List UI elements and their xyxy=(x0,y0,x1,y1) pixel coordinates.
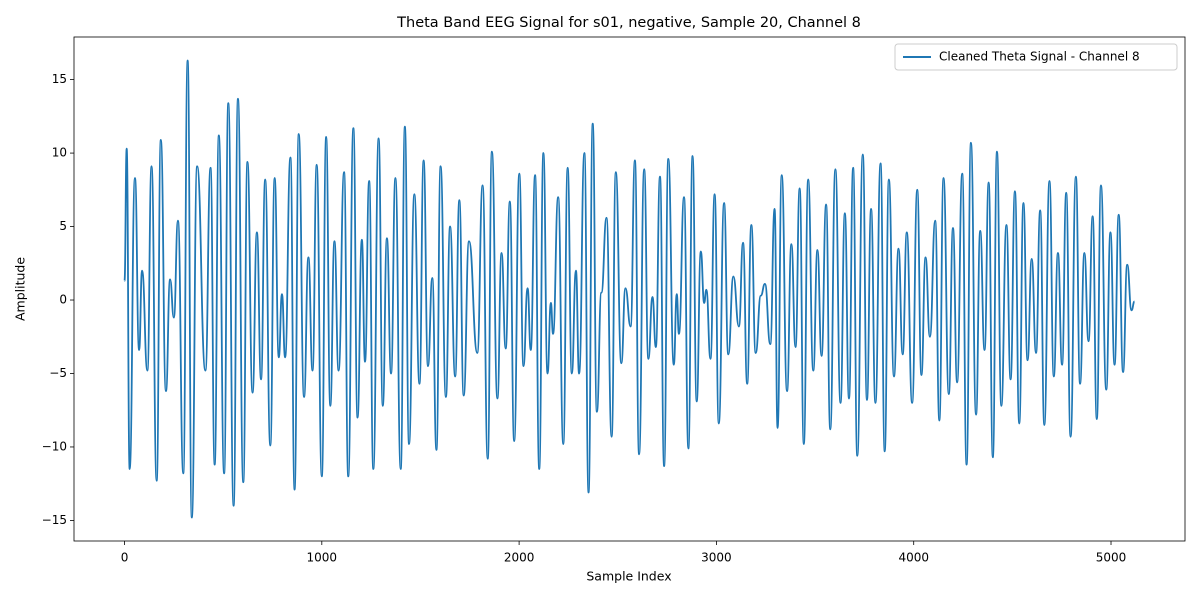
plot-frame xyxy=(73,36,1186,542)
x-tick-label: 4000 xyxy=(898,551,929,565)
x-tick-label: 5000 xyxy=(1096,551,1127,565)
legend-label: Cleaned Theta Signal - Channel 8 xyxy=(939,50,1140,64)
x-tick-label: 0 xyxy=(121,551,129,565)
signal-line xyxy=(123,59,1136,519)
x-tick-label: 1000 xyxy=(307,551,338,565)
y-tick-label: −15 xyxy=(42,513,67,527)
y-tick-label: 10 xyxy=(52,146,67,160)
y-axis-label: Amplitude xyxy=(13,257,28,321)
y-tick-label: 0 xyxy=(59,293,67,307)
x-axis-label: Sample Index xyxy=(586,569,671,584)
y-tick-label: −10 xyxy=(42,439,67,453)
x-tick-label: 3000 xyxy=(701,551,732,565)
chart-title: Theta Band EEG Signal for s01, negative,… xyxy=(396,15,861,31)
y-tick-label: 15 xyxy=(52,72,67,86)
legend-box xyxy=(894,43,1178,71)
y-tick-label: 5 xyxy=(59,219,67,233)
x-tick-label: 2000 xyxy=(504,551,535,565)
y-tick-label: −5 xyxy=(49,366,67,380)
